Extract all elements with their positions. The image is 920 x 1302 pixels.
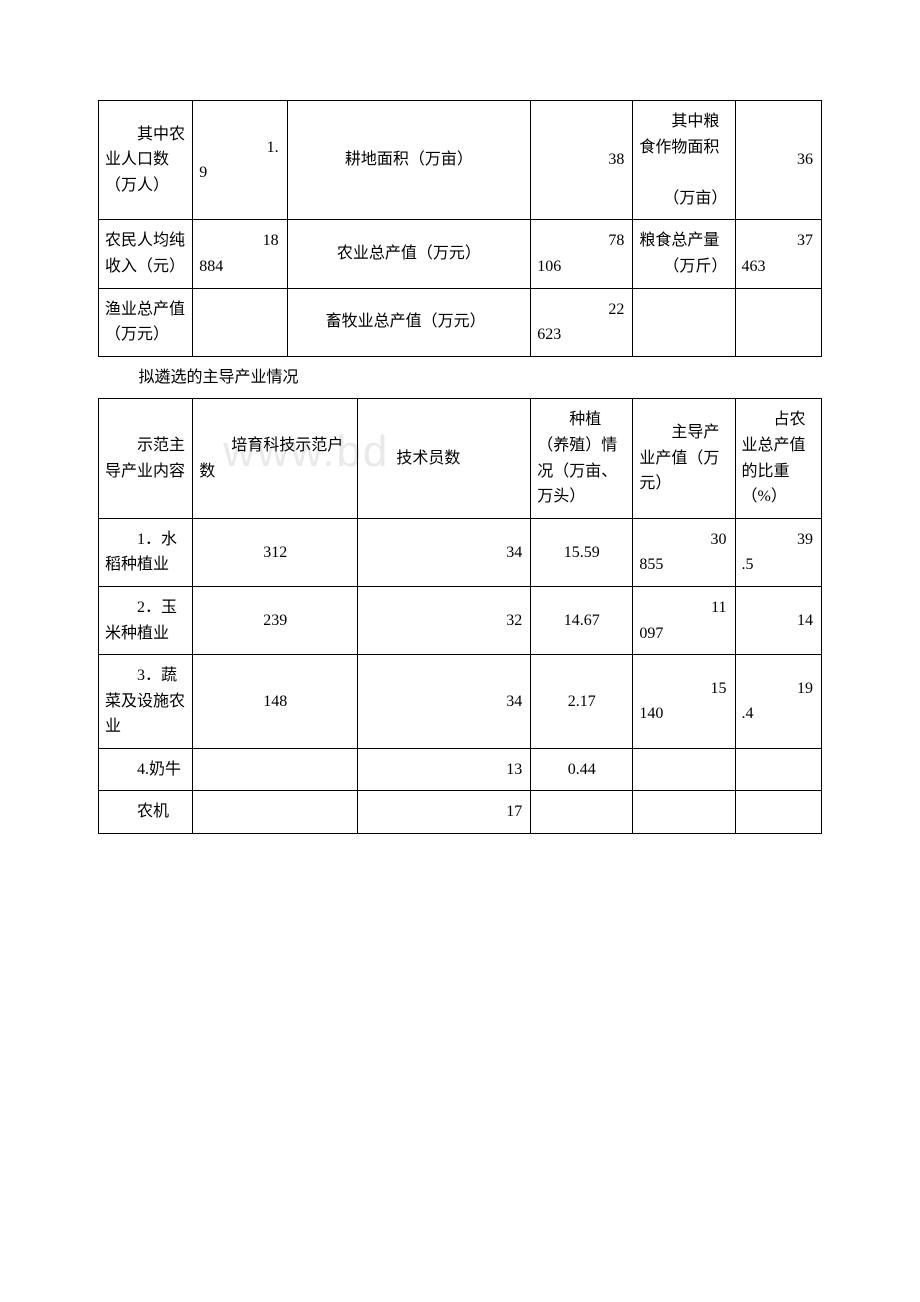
top-summary-table: 其中农业人口数（万人） 1. 9 耕地面积（万亩） 38 其中粮食作物面积 （万…: [98, 100, 822, 834]
section-title: 拟遴选的主导产业情况: [99, 356, 822, 399]
cell-output: [633, 748, 735, 791]
col-output-value: 主导产业产值（万元）: [633, 399, 735, 518]
label-arable-area: 耕地面积（万亩）: [287, 101, 531, 220]
cell-planting: 15.59: [531, 518, 633, 586]
col-technicians: 技术员数: [358, 399, 531, 518]
val-livestock: 22 623: [531, 288, 633, 356]
cell-industry: 2．玉米种植业: [99, 586, 193, 654]
label-fishery: 渔业总产值（万元）: [99, 288, 193, 356]
cell-ratio: 19 .4: [735, 655, 821, 749]
cell-industry: 4.奶牛: [99, 748, 193, 791]
cell-ratio: [735, 791, 821, 834]
label-agri-pop: 其中农业人口数（万人）: [99, 101, 193, 220]
val-agri-pop: 1. 9: [193, 101, 287, 220]
summary-row: 渔业总产值（万元） 畜牧业总产值（万元） 22 623: [99, 288, 822, 356]
col-industry-content: 示范主导产业内容: [99, 399, 193, 518]
label-agri-output: 农业总产值（万元）: [287, 220, 531, 288]
cell-planting: 2.17: [531, 655, 633, 749]
industry-header-row: 示范主导产业内容 培育科技示范户数 www.bd 技术员数 种植（养殖）情况（万…: [99, 399, 822, 518]
val-income: 18 884: [193, 220, 287, 288]
industry-row: 2．玉米种植业 239 32 14.67 11 097 14: [99, 586, 822, 654]
empty-cell: [633, 288, 735, 356]
cell-ratio: [735, 748, 821, 791]
label-livestock: 畜牧业总产值（万元）: [287, 288, 531, 356]
label-grain-output: 粮食总产量 （万斤）: [633, 220, 735, 288]
cell-households: 239: [193, 586, 358, 654]
summary-row: 农民人均纯收入（元） 18 884 农业总产值（万元） 78 106 粮食总产量…: [99, 220, 822, 288]
cell-households: [193, 791, 358, 834]
col-ratio: 占农业总产值的比重（%）: [735, 399, 821, 518]
col-planting: 种植（养殖）情况（万亩、万头）: [531, 399, 633, 518]
cell-households: [193, 748, 358, 791]
cell-ratio: 39 .5: [735, 518, 821, 586]
cell-industry: 3．蔬菜及设施农业: [99, 655, 193, 749]
industry-row: 3．蔬菜及设施农业 148 34 2.17 15 140 19 .4: [99, 655, 822, 749]
val-grain-area: 36: [735, 101, 821, 220]
industry-row: 4.奶牛 13 0.44: [99, 748, 822, 791]
cell-tech: 32: [358, 586, 531, 654]
cell-industry: 1．水稻种植业: [99, 518, 193, 586]
cell-ratio: 14: [735, 586, 821, 654]
cell-tech: 17: [358, 791, 531, 834]
cell-tech: 34: [358, 655, 531, 749]
val-agri-output: 78 106: [531, 220, 633, 288]
cell-industry: 农机: [99, 791, 193, 834]
label-income: 农民人均纯收入（元）: [99, 220, 193, 288]
val-arable-area: 38: [531, 101, 633, 220]
cell-households: 148: [193, 655, 358, 749]
cell-output: 11 097: [633, 586, 735, 654]
cell-output: 30 855: [633, 518, 735, 586]
section-header-row: 拟遴选的主导产业情况: [99, 356, 822, 399]
label-grain-area: 其中粮食作物面积 （万亩）: [633, 101, 735, 220]
industry-row: 农机 17: [99, 791, 822, 834]
col-demo-households: 培育科技示范户数 www.bd: [193, 399, 358, 518]
val-fishery: [193, 288, 287, 356]
summary-row: 其中农业人口数（万人） 1. 9 耕地面积（万亩） 38 其中粮食作物面积 （万…: [99, 101, 822, 220]
cell-tech: 13: [358, 748, 531, 791]
empty-cell: [735, 288, 821, 356]
cell-planting: 14.67: [531, 586, 633, 654]
cell-tech: 34: [358, 518, 531, 586]
cell-planting: 0.44: [531, 748, 633, 791]
cell-output: [633, 791, 735, 834]
industry-row: 1．水稻种植业 312 34 15.59 30 855 39 .5: [99, 518, 822, 586]
cell-planting: [531, 791, 633, 834]
cell-households: 312: [193, 518, 358, 586]
cell-output: 15 140: [633, 655, 735, 749]
val-grain-output: 37 463: [735, 220, 821, 288]
